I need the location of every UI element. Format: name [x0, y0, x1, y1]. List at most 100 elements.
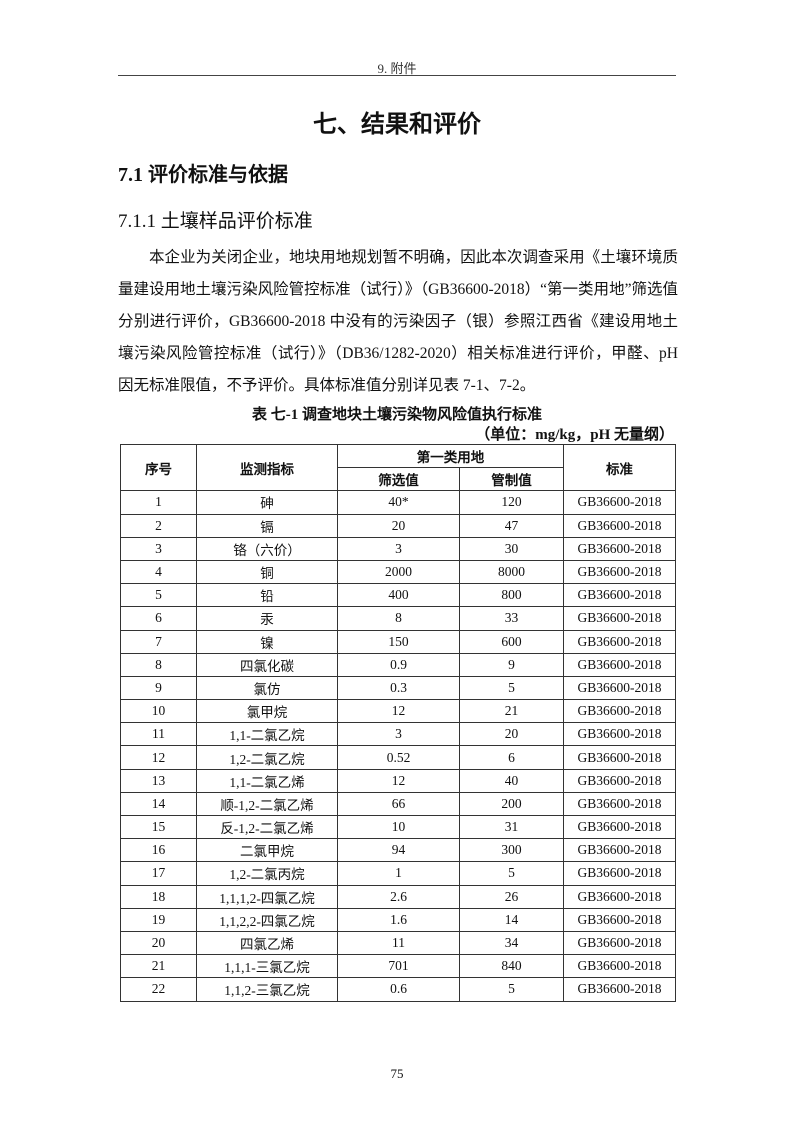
table-row: 14 顺-1,2-二氯乙烯 66 200 GB36600-2018: [120, 791, 676, 817]
table-row: 15 反-1,2-二氯乙烯 10 31 GB36600-2018: [120, 814, 676, 840]
table-row: 7 镍 150 600 GB36600-2018: [120, 629, 676, 654]
cell-control: 200: [459, 791, 564, 817]
cell-standard: GB36600-2018: [563, 791, 676, 817]
header-land-class: 第一类用地: [337, 443, 564, 469]
paragraph-text: 本企业为关闭企业，地块用地规划暂不明确，因此本次调查采用《土壤环境质量建设用地土…: [118, 249, 678, 394]
cell-screening: 20: [337, 513, 460, 538]
chapter-title: 七、结果和评价: [313, 112, 481, 138]
table-row: 10 氯甲烷 12 21 GB36600-2018: [120, 699, 676, 724]
cell-standard: GB36600-2018: [563, 745, 676, 770]
table-header-row: 序号 监测指标 第一类用地 标准: [120, 443, 676, 492]
table-subheader-row: 筛选值 管制值: [121, 467, 676, 492]
cell-control: 33: [459, 606, 564, 631]
cell-control: 26: [459, 884, 564, 909]
cell-standard: GB36600-2018: [563, 675, 676, 701]
cell-no: 19: [120, 907, 197, 932]
cell-no: 14: [120, 791, 197, 817]
cell-standard: GB36600-2018: [563, 884, 676, 909]
cell-screening: 66: [337, 791, 460, 817]
cell-indicator: 顺-1,2-二氯乙烯: [196, 791, 338, 817]
cell-standard: GB36600-2018: [563, 699, 676, 724]
header-control: 管制值: [459, 467, 564, 492]
cell-no: 11: [120, 722, 197, 747]
table-row: 16 二氯甲烷 94 300 GB36600-2018: [120, 838, 676, 863]
table-row: 6 汞 8 33 GB36600-2018: [120, 606, 676, 631]
cell-screening: 8: [337, 606, 460, 631]
cell-control: 5: [459, 861, 564, 886]
cell-indicator: 镍: [196, 629, 338, 654]
cell-no: 9: [120, 675, 197, 701]
cell-control: 8000: [459, 559, 564, 585]
subsection-heading: 7.1.1 土壤样品评价标准: [118, 211, 313, 232]
cell-screening: 1.6: [337, 907, 460, 932]
cell-control: 800: [459, 583, 564, 608]
cell-screening: 0.6: [337, 977, 460, 1002]
cell-screening: 3: [337, 722, 460, 747]
table-row: 1 砷 40* 120 GB36600-2018: [120, 490, 676, 515]
cell-indicator: 1,2-二氯丙烷: [196, 861, 338, 886]
cell-standard: GB36600-2018: [563, 977, 676, 1002]
table-row: 22 1,1,2-三氯乙烷 0.6 5 GB36600-2018: [120, 977, 676, 1002]
cell-standard: GB36600-2018: [563, 722, 676, 747]
cell-standard: GB36600-2018: [563, 559, 676, 585]
cell-control: 9: [459, 652, 564, 677]
cell-screening: 150: [337, 629, 460, 654]
cell-no: 5: [120, 583, 197, 608]
cell-control: 40: [459, 768, 564, 793]
cell-standard: GB36600-2018: [563, 536, 676, 561]
cell-control: 14: [459, 907, 564, 932]
cell-indicator: 四氯化碳: [196, 652, 338, 677]
header-screening: 筛选值: [337, 467, 460, 492]
cell-standard: GB36600-2018: [563, 629, 676, 654]
cell-indicator: 铬（六价）: [196, 536, 338, 561]
table-row: 4 铜 2000 8000 GB36600-2018: [120, 559, 676, 585]
cell-indicator: 1,1-二氯乙烯: [196, 768, 338, 793]
cell-no: 17: [120, 861, 197, 886]
cell-screening: 0.9: [337, 652, 460, 677]
cell-screening: 12: [337, 699, 460, 724]
running-header: 9. 附件: [377, 61, 417, 76]
cell-no: 4: [120, 559, 197, 585]
cell-standard: GB36600-2018: [563, 513, 676, 538]
cell-no: 12: [120, 745, 197, 770]
cell-no: 20: [120, 930, 197, 956]
cell-standard: GB36600-2018: [563, 490, 676, 515]
cell-standard: GB36600-2018: [563, 861, 676, 886]
cell-screening: 11: [337, 930, 460, 956]
cell-no: 10: [120, 699, 197, 724]
cell-no: 18: [120, 884, 197, 909]
cell-control: 34: [459, 930, 564, 956]
cell-indicator: 铅: [196, 583, 338, 608]
cell-no: 8: [120, 652, 197, 677]
cell-indicator: 1,1,1-三氯乙烷: [196, 954, 338, 979]
cell-standard: GB36600-2018: [563, 814, 676, 840]
cell-no: 2: [120, 513, 197, 538]
cell-screening: 2000: [337, 559, 460, 585]
cell-no: 7: [120, 629, 197, 654]
body-paragraph: 本企业为关闭企业，地块用地规划暂不明确，因此本次调查采用《土壤环境质量建设用地土…: [118, 242, 678, 402]
table-row: 12 1,2-二氯乙烷 0.52 6 GB36600-2018: [120, 745, 676, 770]
cell-control: 600: [459, 629, 564, 654]
cell-standard: GB36600-2018: [563, 583, 676, 608]
cell-no: 6: [120, 606, 197, 631]
table-row: 9 氯仿 0.3 5 GB36600-2018: [120, 675, 676, 701]
cell-control: 6: [459, 745, 564, 770]
cell-control: 120: [459, 490, 564, 515]
cell-control: 21: [459, 699, 564, 724]
table-row: 20 四氯乙烯 11 34 GB36600-2018: [120, 930, 676, 956]
table-row: 13 1,1-二氯乙烯 12 40 GB36600-2018: [120, 768, 676, 793]
cell-indicator: 汞: [196, 606, 338, 631]
cell-indicator: 反-1,2-二氯乙烯: [196, 814, 338, 840]
cell-indicator: 氯甲烷: [196, 699, 338, 724]
cell-control: 840: [459, 954, 564, 979]
table-row: 11 1,1-二氯乙烷 3 20 GB36600-2018: [120, 722, 676, 747]
cell-indicator: 铜: [196, 559, 338, 585]
cell-screening: 12: [337, 768, 460, 793]
cell-indicator: 氯仿: [196, 675, 338, 701]
header-standard: 标准: [563, 443, 676, 492]
cell-standard: GB36600-2018: [563, 838, 676, 863]
table-row: 17 1,2-二氯丙烷 1 5 GB36600-2018: [120, 861, 676, 886]
section-heading: 7.1 评价标准与依据: [118, 164, 288, 186]
cell-control: 30: [459, 536, 564, 561]
cell-screening: 400: [337, 583, 460, 608]
